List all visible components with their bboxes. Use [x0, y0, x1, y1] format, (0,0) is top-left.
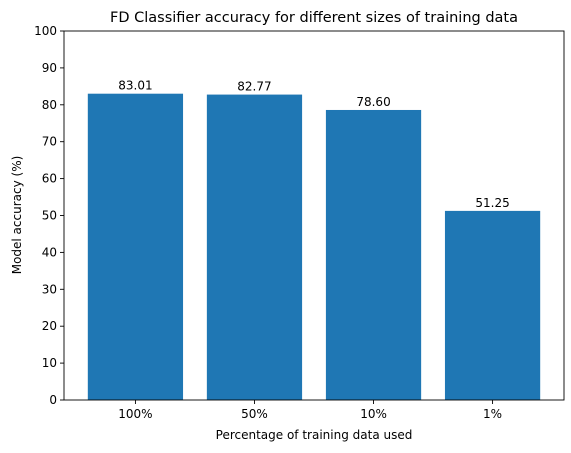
bar-value-label-3: 51.25 — [475, 196, 509, 210]
bar-1 — [206, 94, 303, 400]
bar-value-label-2: 78.60 — [356, 95, 390, 109]
y-tick-label-5: 50 — [42, 209, 57, 223]
y-tick-label-2: 20 — [42, 319, 57, 333]
bar-3 — [444, 210, 541, 400]
y-axis-label: Model accuracy (%) — [10, 156, 24, 275]
y-tick-label-9: 90 — [42, 61, 57, 75]
y-tick-label-7: 70 — [42, 135, 57, 149]
y-tick-label-1: 10 — [42, 356, 57, 370]
y-tick-label-4: 40 — [42, 245, 57, 259]
x-tick-label-3: 1% — [483, 407, 502, 421]
y-tick-label-8: 80 — [42, 98, 57, 112]
x-axis-label: Percentage of training data used — [216, 428, 413, 442]
x-tick-label-2: 10% — [360, 407, 387, 421]
plot-area: 83.01 82.77 78.60 51.25 0 10 20 30 40 50 60 70 80 90 1… — [34, 24, 565, 421]
y-tick-label-3: 30 — [42, 282, 57, 296]
bar-value-label-1: 82.77 — [237, 80, 271, 94]
x-tick-label-0: 100% — [118, 407, 152, 421]
y-tick-label-6: 60 — [42, 172, 57, 186]
bar-value-label-0: 83.01 — [118, 79, 152, 93]
y-tick-label-10: 100 — [34, 24, 57, 38]
bar-0 — [87, 93, 184, 400]
y-tick-label-0: 0 — [49, 393, 57, 407]
chart-title: FD Classifier accuracy for different siz… — [110, 10, 518, 26]
bar-2 — [325, 109, 422, 400]
x-tick-label-1: 50% — [241, 407, 268, 421]
